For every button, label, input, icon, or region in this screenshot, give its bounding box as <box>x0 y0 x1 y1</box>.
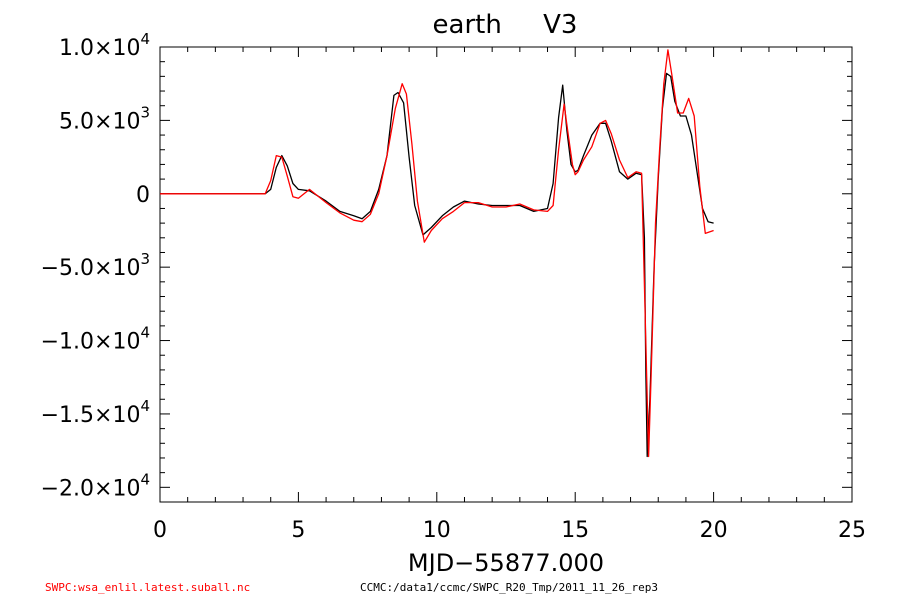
x-tick-label: 20 <box>700 518 728 543</box>
x-axis-label: MJD−55877.000 <box>408 549 604 577</box>
x-tick-label: 25 <box>838 518 866 543</box>
footer-source-file: SWPC:wsa_enlil.latest.suball.nc <box>45 581 250 594</box>
y-tick-label: 0 <box>136 183 150 208</box>
series-line-2 <box>160 49 714 458</box>
y-axis-ticks: 1.0×104 5.0×103 0 −5.0×103 −1.0×104 −1.5×104 −… <box>41 30 852 501</box>
plot-frame <box>159 46 853 503</box>
y-tick-label: −2.0×104 <box>41 470 150 501</box>
series-line-1 <box>160 72 714 458</box>
series-layer <box>160 49 714 458</box>
x-tick-label: 5 <box>291 518 305 543</box>
x-tick-label: 0 <box>153 518 167 543</box>
x-tick-label: 15 <box>561 518 589 543</box>
chart-title: earth V3 <box>433 10 578 40</box>
y-tick-label: −1.5×104 <box>41 397 150 428</box>
y-tick-label: −5.0×103 <box>41 250 150 281</box>
y-tick-label: −1.0×104 <box>41 324 150 355</box>
y-tick-label: 5.0×103 <box>59 103 150 134</box>
footer-run-path: CCMC:/data1/ccmc/SWPC_R20_Tmp/2011_11_26… <box>360 581 658 594</box>
x-axis-ticks: 0 5 10 15 20 25 <box>153 47 866 543</box>
x-tick-label: 10 <box>423 518 451 543</box>
y-tick-label: 1.0×104 <box>59 30 150 61</box>
